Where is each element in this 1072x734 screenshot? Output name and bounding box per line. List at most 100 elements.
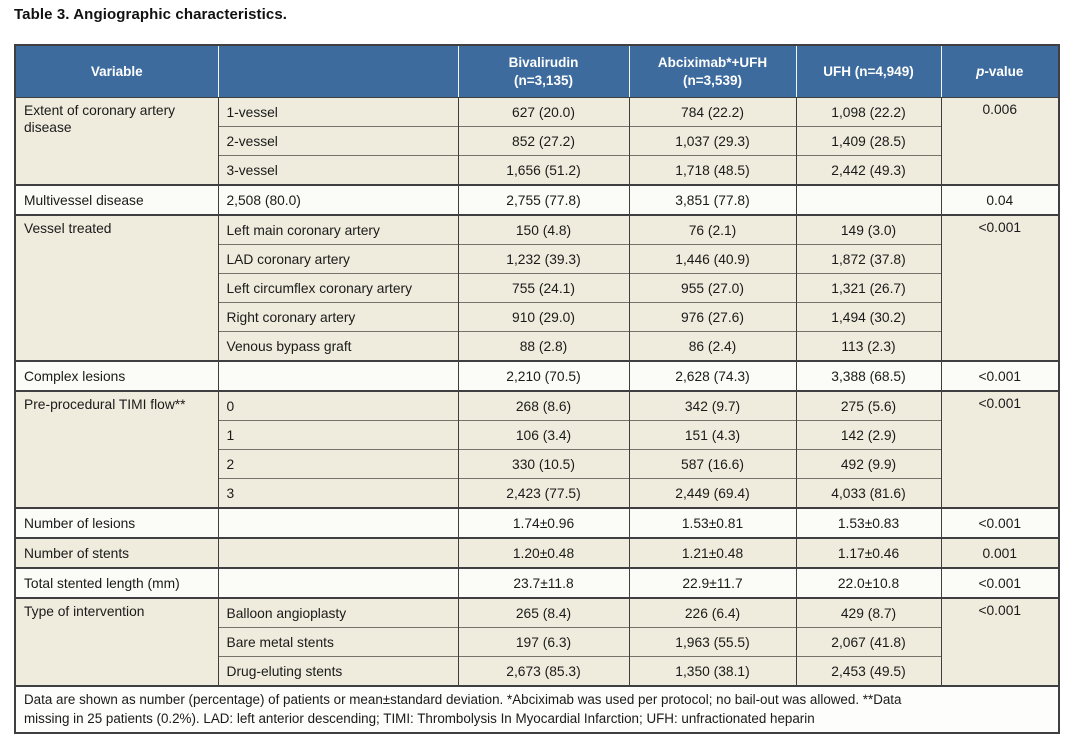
column-header-abciximab-ufh: Abciximab*+UFH (n=3,539): [629, 45, 797, 98]
cell-abciximab-ufh: 1,350 (38.1): [628, 656, 797, 686]
table-row: Venous bypass graft 88 (2.8) 86 (2.4) 11…: [15, 331, 1059, 361]
column-header-p-value: p-value: [941, 45, 1059, 98]
row-label: Number of stents: [14, 537, 219, 568]
cell-ufh: 1,098 (22.2): [795, 97, 942, 127]
footnote-line-2: missing in 25 patients (0.2%). LAD: left…: [24, 710, 815, 726]
cell-abciximab-ufh: 86 (2.4): [628, 331, 797, 361]
column-header-subcategory: [218, 45, 459, 98]
row-sublabel: 2-vessel: [217, 126, 459, 156]
row-label: Extent of coronary artery disease: [14, 97, 219, 185]
cell-ufh: 492 (9.9): [795, 449, 942, 479]
row-label: Number of lesions: [14, 507, 219, 538]
row-sublabel: 2,508 (80.0): [217, 184, 459, 215]
cell-ufh: 3,388 (68.5): [795, 360, 942, 391]
table-row: 1 106 (3.4) 151 (4.3) 142 (2.9): [15, 420, 1059, 450]
cell-bivalirudin: 2,755 (77.8): [457, 184, 630, 215]
row-sublabel: Drug-eluting stents: [217, 656, 459, 686]
row-sublabel: [217, 537, 459, 568]
row-sublabel: 2: [217, 449, 459, 479]
header-row: Variable Bivalirudin (n=3,135) Abciximab*…: [15, 45, 1059, 98]
cell-ufh: 1,321 (26.7): [795, 273, 942, 303]
cell-abciximab-ufh: 226 (6.4): [628, 597, 797, 628]
table-row: Total stented length (mm) 23.7±11.8 22.9…: [14, 567, 1060, 598]
cell-p-value: 0.001: [940, 537, 1060, 568]
cell-p-value: <0.001: [940, 597, 1060, 686]
column-header-ufh: UFH (n=4,949): [796, 45, 942, 98]
row-sublabel: 0: [217, 390, 459, 421]
cell-p-value: <0.001: [940, 360, 1060, 391]
table-row: 2 330 (10.5) 587 (16.6) 492 (9.9): [15, 449, 1059, 479]
table-row: 3 2,423 (77.5) 2,449 (69.4) 4,033 (81.6): [15, 478, 1059, 508]
row-sublabel: LAD coronary artery: [217, 244, 459, 274]
row-sublabel: 1: [217, 420, 459, 450]
cell-bivalirudin: 150 (4.8): [457, 214, 630, 245]
table-row: Vessel treated Left main coronary artery…: [14, 214, 1060, 361]
cell-ufh: 2,442 (49.3): [795, 155, 942, 185]
cell-p-value: <0.001: [940, 214, 1060, 361]
table-row: Left circumflex coronary artery 755 (24.…: [15, 273, 1059, 303]
cell-bivalirudin: 106 (3.4): [457, 420, 630, 450]
cell-abciximab-ufh: 1,037 (29.3): [628, 126, 797, 156]
cell-ufh: 149 (3.0): [795, 214, 942, 245]
table-row: Right coronary artery 910 (29.0) 976 (27…: [15, 302, 1059, 332]
row-sublabel: [217, 360, 459, 391]
row-sublabel: Balloon angioplasty: [217, 597, 459, 628]
table-row: Number of stents 1.20±0.48 1.21±0.48 1.1…: [14, 537, 1060, 568]
row-sublabel: 3-vessel: [217, 155, 459, 185]
row-sublabel: Right coronary artery: [217, 302, 459, 332]
row-sublabel: Bare metal stents: [217, 627, 459, 657]
table-row: 2-vessel 852 (27.2) 1,037 (29.3) 1,409 (…: [15, 126, 1059, 156]
cell-bivalirudin: 268 (8.6): [457, 390, 630, 421]
cell-bivalirudin: 23.7±11.8: [457, 567, 630, 598]
table-row: Drug-eluting stents 2,673 (85.3) 1,350 (…: [15, 656, 1059, 686]
cell-ufh: 113 (2.3): [795, 331, 942, 361]
column-header-bivalirudin: Bivalirudin (n=3,135): [458, 45, 630, 98]
cell-ufh: 2,453 (49.5): [795, 656, 942, 686]
angiographic-characteristics-table: Variable Bivalirudin (n=3,135) Abciximab*…: [14, 44, 1060, 734]
cell-bivalirudin: 1,232 (39.3): [457, 244, 630, 274]
cell-ufh: 142 (2.9): [795, 420, 942, 450]
cell-bivalirudin: 910 (29.0): [457, 302, 630, 332]
cell-bivalirudin: 627 (20.0): [457, 97, 630, 127]
cell-bivalirudin: 88 (2.8): [457, 331, 630, 361]
table-row: Number of lesions 1.74±0.96 1.53±0.81 1.…: [14, 507, 1060, 538]
cell-abciximab-ufh: 2,449 (69.4): [628, 478, 797, 508]
cell-abciximab-ufh: 2,628 (74.3): [628, 360, 797, 391]
cell-abciximab-ufh: 1,718 (48.5): [628, 155, 797, 185]
row-sublabel: [217, 507, 459, 538]
row-sublabel: 3: [217, 478, 459, 508]
cell-abciximab-ufh: 976 (27.6): [628, 302, 797, 332]
cell-bivalirudin: 197 (6.3): [457, 627, 630, 657]
cell-abciximab-ufh: 955 (27.0): [628, 273, 797, 303]
cell-p-value: <0.001: [940, 507, 1060, 538]
cell-bivalirudin: 2,673 (85.3): [457, 656, 630, 686]
cell-ufh: 1,494 (30.2): [795, 302, 942, 332]
cell-abciximab-ufh: 76 (2.1): [628, 214, 797, 245]
cell-bivalirudin: 2,210 (70.5): [457, 360, 630, 391]
cell-ufh: 429 (8.7): [795, 597, 942, 628]
cell-ufh: 2,067 (41.8): [795, 627, 942, 657]
cell-ufh: 1,409 (28.5): [795, 126, 942, 156]
cell-bivalirudin: 2,423 (77.5): [457, 478, 630, 508]
table-row: Type of intervention Balloon angioplasty…: [14, 597, 1060, 686]
row-label: Type of intervention: [14, 597, 219, 686]
cell-abciximab-ufh: 22.9±11.7: [628, 567, 797, 598]
row-sublabel: 1-vessel: [217, 97, 459, 127]
cell-ufh: [795, 184, 942, 215]
cell-abciximab-ufh: 3,851 (77.8): [628, 184, 797, 215]
row-label: Multivessel disease: [14, 184, 219, 215]
cell-bivalirudin: 1.20±0.48: [457, 537, 630, 568]
cell-bivalirudin: 265 (8.4): [457, 597, 630, 628]
cell-abciximab-ufh: 1,446 (40.9): [628, 244, 797, 274]
cell-p-value: 0.006: [940, 97, 1060, 185]
cell-bivalirudin: 1.74±0.96: [457, 507, 630, 538]
cell-abciximab-ufh: 1.21±0.48: [628, 537, 797, 568]
footnote: Data are shown as number (percentage) of…: [14, 685, 1060, 733]
cell-abciximab-ufh: 1,963 (55.5): [628, 627, 797, 657]
cell-ufh: 1.17±0.46: [795, 537, 942, 568]
table-row: Pre-procedural TIMI flow** 0 268 (8.6) 3…: [14, 390, 1060, 508]
cell-ufh: 4,033 (81.6): [795, 478, 942, 508]
row-sublabel: Venous bypass graft: [217, 331, 459, 361]
cell-p-value: 0.04: [940, 184, 1060, 215]
table-row: Extent of coronary artery disease 1-vess…: [14, 97, 1060, 185]
